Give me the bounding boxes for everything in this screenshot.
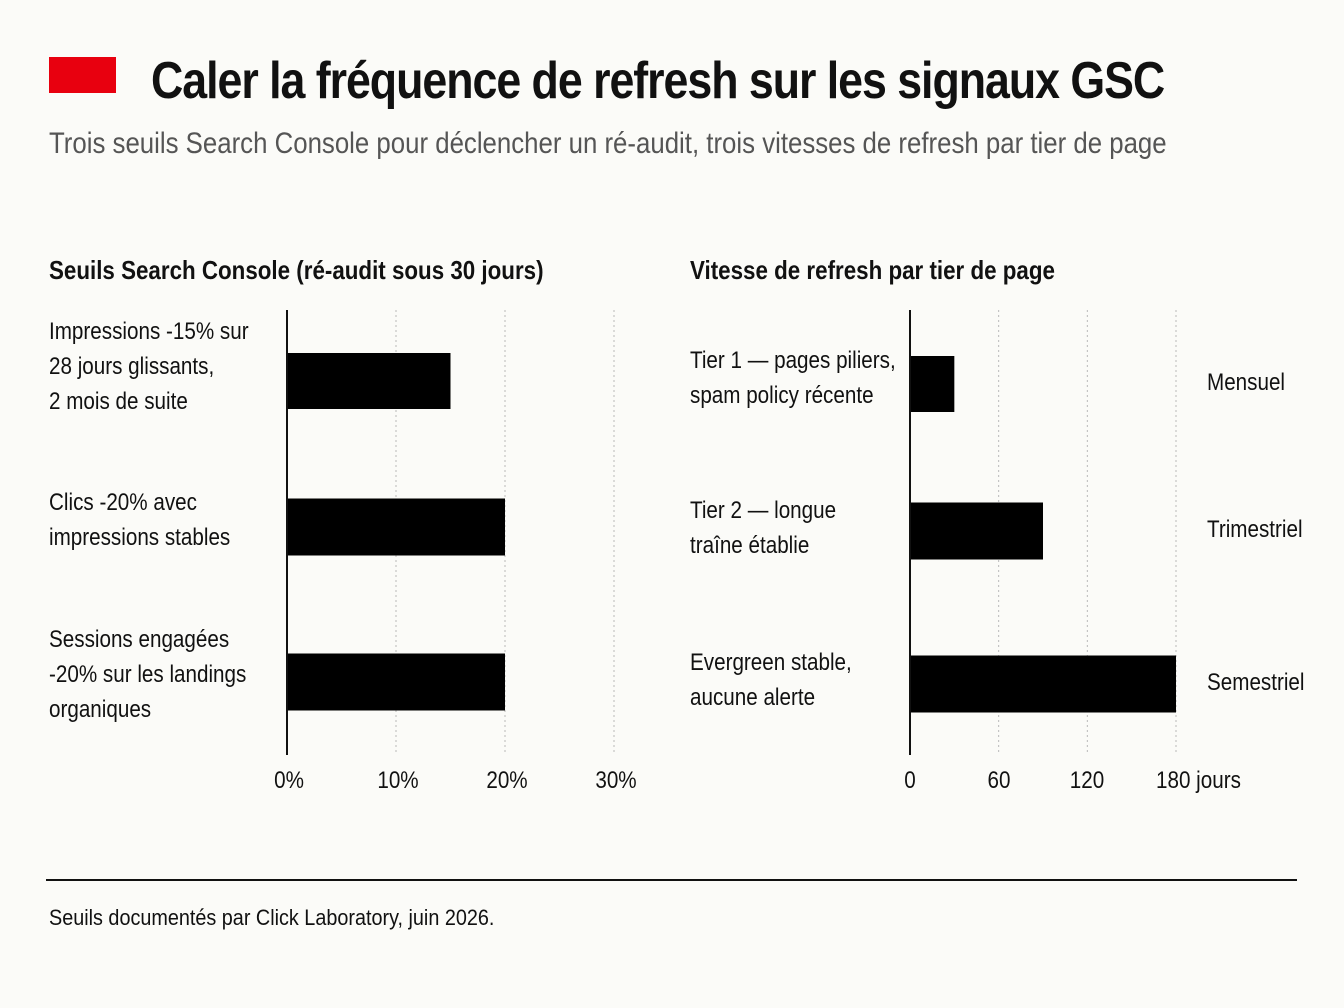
tick-label-1-0: 0	[904, 767, 916, 794]
left-panel-title: Seuils Search Console (ré-audit sous 30 …	[49, 255, 544, 285]
category-line: traîne établie	[690, 532, 810, 559]
tick-label-1-3: 180 jours	[1156, 767, 1241, 794]
bar-1-2	[910, 655, 1176, 713]
frequency-label-2: Semestriel	[1207, 669, 1305, 696]
category-label-1-2: Evergreen stable, aucune alerte	[690, 645, 852, 715]
category-label-0-0: Impressions -15% sur 28 jours glissants, 2…	[49, 314, 249, 419]
category-line: aucune alerte	[690, 684, 816, 711]
tick-label-0-0: 0%	[274, 767, 304, 794]
category-line: Clics -20% avec	[49, 489, 197, 516]
category-line: Tier 2 — longue	[690, 497, 837, 524]
tick-label-0-3: 30%	[595, 767, 637, 794]
frequency-label-1: Trimestriel	[1207, 516, 1303, 543]
right-panel-title: Vitesse de refresh par tier de page	[690, 255, 1055, 285]
bar-0-1	[287, 498, 505, 556]
bar-1-1	[910, 502, 1043, 560]
frequency-label-0: Mensuel	[1207, 369, 1286, 396]
category-line: Evergreen stable,	[690, 649, 852, 676]
category-label-1-0: Tier 1 — pages piliers, spam policy récen…	[690, 343, 896, 413]
category-line: Tier 1 — pages piliers,	[690, 347, 896, 374]
category-line: 2 mois de suite	[49, 388, 188, 415]
category-line: -20% sur les landings	[49, 661, 247, 688]
page-subtitle: Trois seuils Search Console pour déclenc…	[49, 127, 1167, 160]
category-line: spam policy récente	[690, 382, 874, 409]
category-line: Sessions engagées	[49, 626, 230, 653]
category-label-0-2: Sessions engagées -20% sur les landings or…	[49, 622, 246, 727]
page-title: Caler la fréquence de refresh sur les si…	[151, 52, 1165, 110]
category-line: impressions stables	[49, 524, 231, 551]
bar-0-0	[287, 353, 451, 409]
tick-label-1-1: 60	[987, 767, 1011, 794]
category-label-0-1: Clics -20% avec impressions stables	[49, 485, 230, 555]
bar-1-0	[910, 356, 955, 412]
bar-0-2	[287, 653, 505, 711]
category-label-1-1: Tier 2 — longue traîne établie	[690, 493, 836, 563]
tick-label-0-2: 20%	[486, 767, 528, 794]
accent-block	[49, 57, 116, 93]
source-note: Seuils documentés par Click Laboratory, …	[49, 905, 495, 930]
tick-label-0-1: 10%	[377, 767, 419, 794]
category-line: Impressions -15% sur	[49, 318, 249, 345]
category-line: 28 jours glissants,	[49, 353, 215, 380]
footer-rule	[46, 879, 1297, 881]
category-line: organiques	[49, 696, 152, 723]
tick-label-1-2: 120	[1070, 767, 1105, 794]
